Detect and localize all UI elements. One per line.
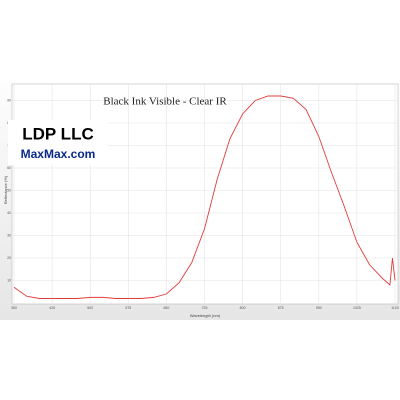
logo-subtitle: MaxMax.com	[21, 147, 96, 161]
data-line	[13, 95, 396, 299]
x-tick-label: 650	[163, 306, 169, 310]
grid: 1020304050607080903504255005756507258008…	[7, 84, 399, 310]
chart-title: Black Ink Visible - Clear IR	[103, 96, 227, 108]
x-tick-label: 575	[125, 306, 131, 310]
y-axis-label: Reflectance (%)	[3, 175, 8, 204]
x-tick-label: 350	[11, 306, 17, 310]
x-tick-label: 725	[202, 306, 208, 310]
x-tick-label: 500	[87, 306, 93, 310]
y-tick-label: 50	[7, 188, 11, 192]
plot-area	[11, 83, 399, 305]
x-tick-label: 425	[49, 306, 55, 310]
y-tick-label: 60	[7, 166, 11, 170]
x-tick-label: 1025	[353, 306, 361, 310]
logo-box	[8, 120, 108, 165]
x-tick-label: 1100	[391, 306, 399, 310]
x-axis-label: Wavelength (nm)	[190, 313, 221, 318]
x-tick-label: 875	[278, 306, 284, 310]
marks	[13, 95, 396, 299]
y-tick-label: 90	[7, 98, 11, 102]
logo-title: LDP LLC	[22, 124, 93, 143]
y-tick-label: 30	[7, 233, 11, 237]
y-tick-label: 20	[7, 256, 11, 260]
x-tick-label: 800	[240, 306, 246, 310]
y-tick-label: 10	[7, 278, 11, 282]
y-tick-label: 40	[7, 211, 11, 215]
x-tick-label: 950	[316, 306, 322, 310]
